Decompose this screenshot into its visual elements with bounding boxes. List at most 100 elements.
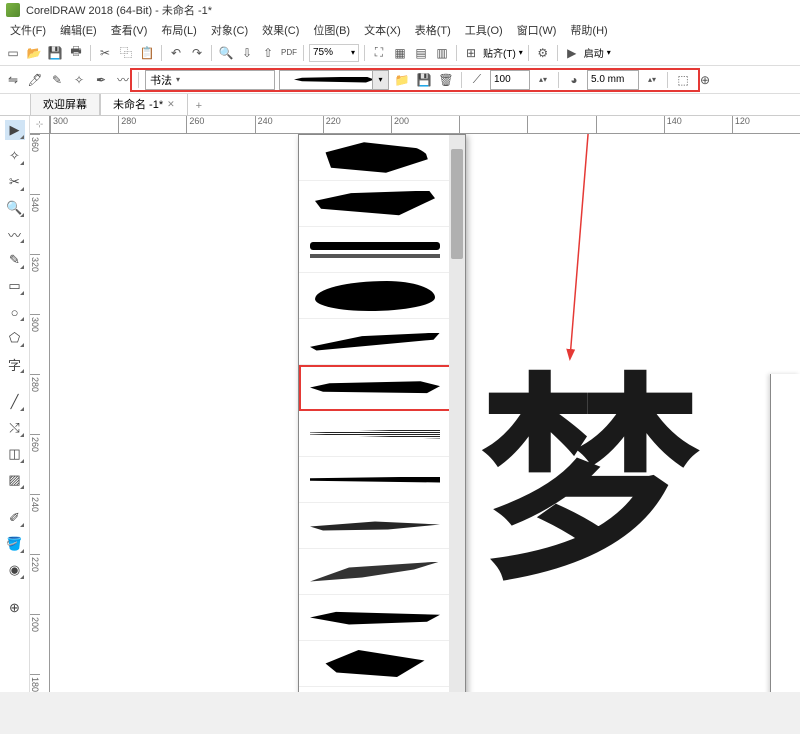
import-icon[interactable]: ⇩ (238, 44, 256, 62)
spinner-icon[interactable]: ▴▾ (534, 71, 552, 89)
brush-preview-icon (294, 77, 374, 83)
menu-help[interactable]: 帮助(H) (564, 20, 613, 40)
mirror-h-icon[interactable]: ⇋ (4, 71, 22, 89)
copy-icon[interactable]: ⿻ (117, 44, 135, 62)
vertical-ruler[interactable]: 360340 320300 280260 240220 200180 (30, 134, 50, 692)
fullscreen-icon[interactable]: ⛶ (370, 44, 388, 62)
menu-tools[interactable]: 工具(O) (459, 20, 509, 40)
outline-tool[interactable]: ◉ (5, 560, 25, 580)
menu-bitmap[interactable]: 位图(B) (307, 20, 356, 40)
snap-icon[interactable]: ⊞ (462, 44, 480, 62)
fill-tool[interactable]: 🪣 (5, 534, 25, 554)
expand-toolbox-icon[interactable]: ⊕ (5, 598, 25, 618)
brush-option-13[interactable] (299, 687, 451, 692)
bounding-icon[interactable]: ⬚ (674, 71, 692, 89)
zoom-combo[interactable]: 75%▾ (309, 44, 359, 62)
brush-option-10[interactable] (299, 549, 451, 595)
pressure-icon[interactable]: 〰 (114, 71, 132, 89)
close-tab-icon[interactable]: ✕ (167, 99, 175, 110)
rectangle-tool[interactable]: ▭ (5, 276, 25, 296)
launch-icon[interactable]: ▶ (563, 44, 581, 62)
brush-option-6[interactable] (299, 365, 451, 411)
brush-option-12[interactable] (299, 641, 451, 687)
horizontal-ruler[interactable]: 300280 260240 220200 140 120 (50, 116, 800, 134)
pick-tool[interactable]: ▶ (5, 120, 25, 140)
text-tool[interactable]: 字 (5, 354, 25, 374)
open-icon[interactable]: 📂 (25, 44, 43, 62)
brush-option-2[interactable] (299, 181, 451, 227)
brush-option-3[interactable] (299, 227, 451, 273)
menu-view[interactable]: 查看(V) (105, 20, 154, 40)
calligraphy-icon[interactable]: ✒ (92, 71, 110, 89)
standard-toolbar: ▭ 📂 💾 🖶 ✂ ⿻ 📋 ↶ ↷ 🔍 ⇩ ⇧ PDF 75%▾ ⛶ ▦ ▤ ▥… (0, 40, 800, 66)
delete-brush-icon[interactable]: 🗑 (437, 71, 455, 89)
brush-icon[interactable]: ✎ (48, 71, 66, 89)
crop-tool[interactable]: ✂ (5, 172, 25, 192)
spinner-icon[interactable]: ▴▾ (643, 71, 661, 89)
add-icon[interactable]: ⊕ (696, 71, 714, 89)
menu-text[interactable]: 文本(X) (358, 20, 407, 40)
preset-icon[interactable]: 🖊 (26, 71, 44, 89)
connector-tool[interactable]: ⤭ (5, 418, 25, 438)
brush-option-11[interactable] (299, 595, 451, 641)
canvas-character[interactable]: 梦 (480, 374, 700, 594)
scrollbar-thumb[interactable] (451, 149, 463, 259)
menu-effects[interactable]: 效果(C) (256, 20, 305, 40)
menu-object[interactable]: 对象(C) (205, 20, 254, 40)
ruler-origin[interactable]: ⊹ (30, 116, 50, 134)
grid-icon[interactable]: ▤ (412, 44, 430, 62)
smoothing-field[interactable]: 100 (490, 70, 530, 90)
launch-dropdown-icon[interactable]: ▾ (607, 48, 611, 57)
cut-icon[interactable]: ✂ (96, 44, 114, 62)
snap-dropdown-icon[interactable]: ▾ (519, 48, 523, 57)
tab-welcome[interactable]: 欢迎屏幕 (30, 92, 100, 115)
menu-file[interactable]: 文件(F) (4, 20, 52, 40)
new-icon[interactable]: ▭ (4, 44, 22, 62)
spray-icon[interactable]: ✧ (70, 71, 88, 89)
brush-dropdown-panel (298, 134, 466, 692)
paste-icon[interactable]: 📋 (138, 44, 156, 62)
eyedropper-tool[interactable]: ✐ (5, 508, 25, 528)
print-icon[interactable]: 🖶 (67, 44, 85, 62)
redo-icon[interactable]: ↷ (188, 44, 206, 62)
brush-option-5[interactable] (299, 319, 451, 365)
brush-option-9[interactable] (299, 503, 451, 549)
freehand-tool[interactable]: 〰 (5, 224, 25, 244)
artistic-media-tool[interactable]: ✎ (5, 250, 25, 270)
rulers-icon[interactable]: ▦ (391, 44, 409, 62)
snap-label[interactable]: 贴齐(T) (483, 45, 516, 60)
guides-icon[interactable]: ▥ (433, 44, 451, 62)
save-icon[interactable]: 💾 (46, 44, 64, 62)
undo-icon[interactable]: ↶ (167, 44, 185, 62)
dimension-tool[interactable]: ╱ (5, 392, 25, 412)
add-tab-button[interactable]: + (188, 97, 210, 115)
browse-icon[interactable]: 📁 (393, 71, 411, 89)
shape-tool[interactable]: ✧ (5, 146, 25, 166)
brush-option-1[interactable] (299, 135, 451, 181)
transparency-tool[interactable]: ▨ (5, 470, 25, 490)
brush-stroke-combo[interactable]: ▾ (279, 70, 389, 90)
menu-layout[interactable]: 布局(L) (155, 20, 202, 40)
menu-table[interactable]: 表格(T) (409, 20, 457, 40)
tab-document[interactable]: 未命名 -1*✕ (100, 92, 188, 115)
chevron-down-icon[interactable]: ▾ (372, 71, 388, 89)
pdf-icon[interactable]: PDF (280, 44, 298, 62)
search-icon[interactable]: 🔍 (217, 44, 235, 62)
drop-shadow-tool[interactable]: ◫ (5, 444, 25, 464)
width-field[interactable]: 5.0 mm (587, 70, 639, 90)
options-icon[interactable]: ⚙ (534, 44, 552, 62)
ellipse-tool[interactable]: ○ (5, 302, 25, 322)
zoom-tool[interactable]: 🔍 (5, 198, 25, 218)
export-icon[interactable]: ⇧ (259, 44, 277, 62)
canvas-area: ⊹ 300280 260240 220200 140 120 360340 32… (30, 116, 800, 692)
menu-edit[interactable]: 编辑(E) (54, 20, 103, 40)
polygon-tool[interactable]: ⬠ (5, 328, 25, 348)
brush-option-8[interactable] (299, 457, 451, 503)
launch-label[interactable]: 启动 (584, 45, 604, 60)
stroke-category-combo[interactable]: 书法 ▾ (145, 70, 275, 90)
drawing-canvas[interactable]: 梦 (50, 134, 800, 692)
brush-option-7[interactable] (299, 411, 451, 457)
save-brush-icon[interactable]: 💾 (415, 71, 433, 89)
brush-option-4[interactable] (299, 273, 451, 319)
menu-window[interactable]: 窗口(W) (511, 20, 563, 40)
